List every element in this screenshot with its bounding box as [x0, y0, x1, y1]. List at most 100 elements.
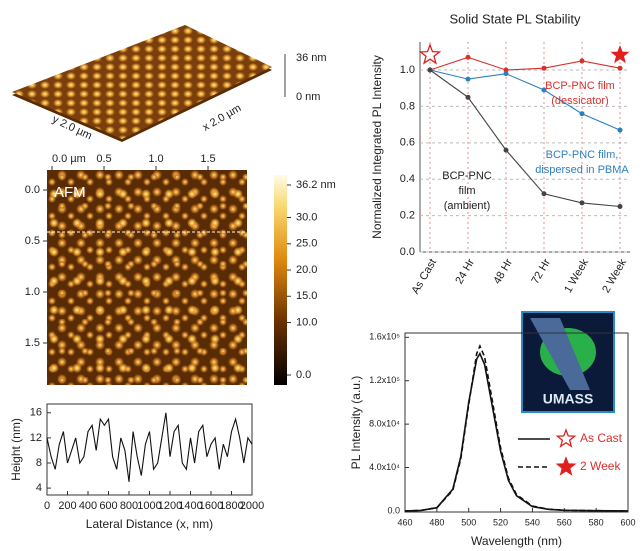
y-tick-label: 0.4 — [400, 173, 415, 185]
y-tick-label: 0.5 — [25, 235, 40, 247]
legend-label: 2 Week — [580, 459, 621, 473]
x-tick-label: 1 Week — [562, 257, 591, 296]
annotation: (dessicator) — [551, 95, 608, 107]
plot-frame — [420, 42, 630, 252]
y-axis-label: PL Intensity (a.u.) — [349, 376, 363, 470]
chart-title: Solid State PL Stability — [449, 11, 581, 26]
x-tick-label: 48 Hr — [491, 257, 515, 287]
colorbar-label: 15.0 — [296, 290, 317, 302]
x-tick-label: 2 Week — [600, 257, 629, 296]
x-axis-label: x 2.0 µm — [201, 102, 244, 134]
series-line — [429, 56, 621, 71]
logo-mark — [530, 318, 590, 390]
point — [617, 204, 623, 210]
plot-frame — [404, 332, 629, 513]
afm-image — [47, 170, 287, 385]
y-tick-label: 0.0 — [25, 184, 40, 196]
y-tick-label: 8 — [36, 457, 42, 469]
x-tick-label: 1600 — [199, 500, 223, 512]
x-tick-label: 400 — [79, 500, 97, 512]
colorbar-label: 20.0 — [296, 264, 317, 276]
x-tick-label: 540 — [525, 517, 540, 527]
y-tick-label: 1.2x10⁵ — [369, 375, 400, 385]
colorbar-label: 30.0 — [296, 211, 317, 223]
x-axis-label: Lateral Distance (x, nm) — [86, 517, 213, 531]
x-axis-label: Wavelength (nm) — [471, 534, 562, 548]
colorbar — [274, 175, 287, 385]
x-tick-label: 1000 — [137, 500, 161, 512]
y-axis-label: Normalized Integrated PL Intensity — [370, 55, 384, 239]
x-tick-label: 0 — [44, 500, 50, 512]
series-line — [429, 69, 621, 131]
point — [541, 87, 547, 93]
y-tick-label: 0.0 — [400, 246, 415, 258]
x-tick-label: 0.5 — [96, 153, 111, 165]
logo-text: UMASS — [543, 391, 594, 407]
y-tick-label: 0.0 — [387, 505, 400, 515]
y-tick-label: 0.6 — [400, 137, 415, 149]
colorbar-label: 0.0 — [296, 369, 311, 381]
colorbar-label: 25.0 — [296, 238, 317, 250]
x-tick-label: 800 — [120, 500, 138, 512]
x-tick-label: 560 — [557, 517, 572, 527]
annotation: dispersed in PBMA — [535, 164, 629, 176]
colorbar-label: 10.0 — [296, 316, 317, 328]
surface-panel — [12, 25, 286, 142]
point — [579, 200, 585, 206]
y-axis-label: Height (nm) — [9, 418, 23, 481]
annotation: BCP-PNC film, — [546, 149, 619, 161]
y-tick-label: 1.5 — [25, 337, 40, 349]
z-label: 0 nm — [296, 91, 320, 103]
x-tick-label: 580 — [589, 517, 604, 527]
afm-map-overlay — [47, 170, 247, 385]
annotation: BCP-PNC film — [545, 80, 615, 92]
x-tick-label: 480 — [429, 517, 444, 527]
point — [579, 58, 585, 64]
legend-star — [555, 428, 577, 448]
y-tick-label: 4 — [36, 482, 42, 494]
series-line — [404, 343, 629, 512]
x-tick-label: 24 Hr — [453, 257, 477, 287]
y-tick-label: 0.8 — [400, 100, 415, 112]
annotation: (ambient) — [444, 200, 490, 212]
x-tick-label: 1800 — [219, 500, 243, 512]
logo: UMASS — [521, 311, 615, 413]
colorbar-label: 36.2 nm — [296, 179, 336, 191]
point — [617, 65, 623, 71]
point — [541, 191, 547, 197]
z-label: 36 nm — [296, 52, 327, 64]
legend-star — [555, 456, 577, 476]
x-tick-label: 1.0 — [148, 153, 163, 165]
x-tick-label: 1200 — [158, 500, 182, 512]
point — [617, 127, 623, 133]
legend-label: As Cast — [580, 431, 623, 445]
point — [503, 147, 509, 153]
image-label: AFM — [54, 184, 86, 201]
x-tick-label: As Cast — [409, 257, 439, 296]
x-tick-label: 600 — [620, 517, 635, 527]
marker-star — [418, 43, 442, 65]
x-tick-label: 1400 — [178, 500, 202, 512]
x-tick-label: 1.5 — [200, 153, 215, 165]
y-tick-label: 1.0 — [400, 64, 415, 76]
x-tick-label: 200 — [58, 500, 76, 512]
point — [503, 67, 509, 73]
x-tick-label: 72 Hr — [529, 257, 553, 287]
point — [503, 71, 509, 77]
y-tick-label: 0.2 — [400, 210, 415, 222]
x-tick-label: 460 — [397, 517, 412, 527]
x-tick-label: 2000 — [240, 500, 264, 512]
marker-star — [610, 45, 630, 64]
x-tick-label: 0.0 µm — [52, 153, 86, 165]
point — [579, 111, 585, 117]
y-tick-label: 1.6x10⁵ — [369, 332, 400, 342]
point — [427, 67, 433, 73]
point — [541, 65, 547, 71]
y-tick-label: 1.0 — [25, 286, 40, 298]
annotation: BCP-PNC — [442, 170, 492, 182]
x-tick-label: 500 — [461, 517, 476, 527]
point — [465, 94, 471, 100]
point — [465, 76, 471, 82]
x-tick-label: 600 — [99, 500, 117, 512]
